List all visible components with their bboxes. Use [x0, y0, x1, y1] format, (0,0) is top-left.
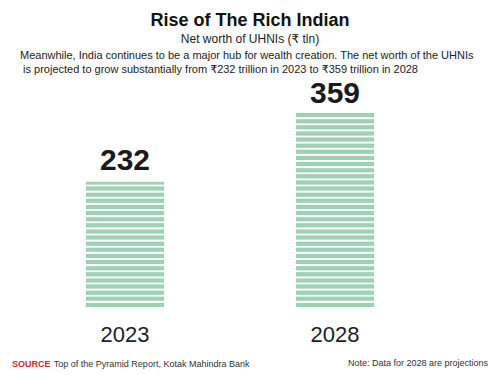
svg-text:232: 232 [100, 143, 150, 176]
svg-text:Note: Data for 2028 are projec: Note: Data for 2028 are projections [348, 358, 489, 368]
svg-text:is projected to grow substanti: is projected to grow substantially from … [20, 63, 418, 75]
svg-text:2028: 2028 [311, 322, 360, 347]
svg-text:2023: 2023 [101, 322, 150, 347]
svg-text:359: 359 [310, 76, 360, 109]
svg-text:Top of the Pyramid Report, Kot: Top of the Pyramid Report, Kotak Mahindr… [54, 359, 250, 369]
svg-text:Rise of The Rich Indian: Rise of The Rich Indian [150, 10, 349, 30]
svg-text:SOURCE: SOURCE [12, 359, 51, 369]
svg-text:Net worth of UHNIs (₹ tln): Net worth of UHNIs (₹ tln) [181, 32, 319, 46]
svg-text:Meanwhile, India continues to: Meanwhile, India continues to be a major… [20, 49, 474, 61]
